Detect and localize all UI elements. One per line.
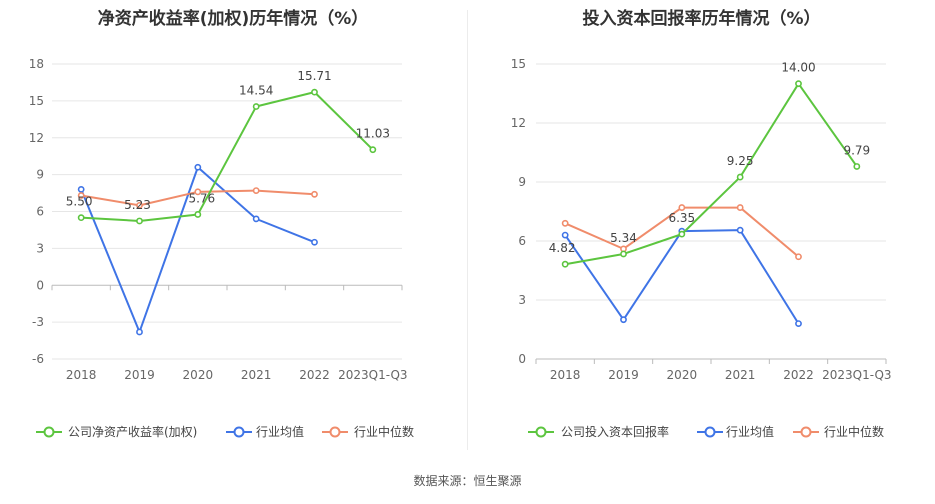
data-point-0 — [194, 211, 202, 218]
data-point-0 — [311, 88, 318, 96]
data-point-0 — [853, 163, 861, 170]
x-tick-label: 2018 — [550, 368, 581, 382]
y-tick-label: 15 — [29, 94, 44, 108]
data-point-2 — [252, 187, 260, 195]
x-tick-label: 2021 — [241, 368, 272, 382]
data-point-0 — [77, 214, 85, 222]
roe-chart-title: 净资产收益率(加权)历年情况（%） — [97, 9, 369, 29]
x-tick-label: 2018 — [66, 368, 97, 382]
x-tick-label: 2019 — [124, 368, 155, 382]
source-name: 恒生聚源 — [473, 474, 522, 488]
y-tick-label: 6 — [518, 234, 526, 248]
y-tick-label: 3 — [518, 293, 526, 307]
x-tick-label: 2022 — [299, 368, 330, 382]
data-point-2 — [678, 204, 686, 211]
y-tick-label: 0 — [518, 352, 526, 366]
data-point-1 — [311, 238, 318, 246]
legend-label: 公司投入资本回报率 — [561, 424, 669, 439]
legend-label: 行业均值 — [726, 424, 774, 439]
legend-marker — [535, 426, 547, 438]
y-tick-label: -6 — [32, 352, 44, 366]
y-tick-label: 9 — [36, 168, 44, 182]
data-source-footer: 数据来源：恒生聚源 — [0, 472, 935, 489]
series-line-0 — [564, 82, 858, 266]
data-point-0 — [561, 260, 569, 268]
x-tick-label: 2023Q1-Q3 — [822, 368, 891, 382]
y-tick-label: -3 — [32, 315, 44, 329]
y-tick-label: 15 — [511, 57, 526, 71]
panel-divider — [467, 10, 468, 450]
series-line-1 — [564, 229, 800, 325]
x-tick-label: 2020 — [667, 368, 698, 382]
legend-label: 行业均值 — [256, 424, 304, 439]
roe-chart: -6 -3 0 3 6 9 12 15 18 2018 2019 2020 2021 2022 2023Q1… — [29, 57, 414, 439]
data-point-1 — [252, 215, 260, 223]
x-tick-label: 2019 — [608, 368, 639, 382]
data-point-1 — [620, 316, 627, 324]
data-label: 14.54 — [239, 84, 273, 98]
legend-marker — [704, 426, 716, 438]
data-point-1 — [561, 231, 569, 239]
legend-marker — [800, 426, 812, 438]
x-tick-label: 2020 — [183, 368, 214, 382]
legend-label: 行业中位数 — [824, 424, 884, 439]
legend-label: 公司净资产收益率(加权) — [68, 424, 197, 439]
roe-chart-panel: 净资产收益率(加权)历年情况（%） -6 -3 0 3 6 9 12 15 18 2018 2019… — [0, 0, 466, 460]
data-point-0 — [369, 146, 377, 154]
legend-marker — [233, 426, 245, 438]
data-point-2 — [561, 219, 569, 227]
data-point-1 — [194, 163, 202, 171]
data-label: 5.50 — [66, 195, 93, 209]
y-tick-label: 12 — [29, 131, 44, 145]
data-point-2 — [736, 204, 744, 211]
data-point-0 — [620, 250, 627, 258]
data-label: 5.34 — [610, 231, 637, 245]
roic-chart: 0 3 6 9 12 15 2018 2019 2020 2021 2022 2023Q1-Q3 4.8… — [511, 57, 892, 439]
data-point-0 — [252, 103, 260, 110]
x-tick-label: 2022 — [783, 368, 814, 382]
y-tick-label: 18 — [29, 57, 44, 71]
data-point-1 — [77, 185, 85, 193]
data-point-2 — [136, 201, 143, 209]
data-label: 4.82 — [549, 241, 576, 255]
data-point-0 — [795, 80, 802, 88]
data-label: 6.35 — [668, 211, 695, 225]
series-line-0 — [81, 91, 374, 222]
data-point-1 — [136, 328, 143, 336]
legend-label: 行业中位数 — [354, 424, 414, 439]
data-point-2 — [194, 188, 202, 196]
data-label: 14.00 — [781, 61, 815, 75]
data-point-0 — [678, 230, 686, 238]
data-point-1 — [795, 320, 802, 327]
y-tick-label: 12 — [511, 116, 526, 130]
source-label: 数据来源： — [413, 474, 474, 488]
legend-marker — [43, 426, 55, 438]
data-label: 5.23 — [124, 198, 151, 212]
data-point-1 — [736, 226, 744, 234]
data-label: 9.25 — [727, 154, 754, 168]
y-tick-label: 3 — [36, 241, 44, 255]
x-tick-label: 2021 — [725, 368, 756, 382]
y-tick-label: 0 — [36, 278, 44, 292]
x-tick-label: 2023Q1-Q3 — [338, 368, 407, 382]
y-tick-label: 6 — [36, 205, 44, 219]
data-label: 15.71 — [297, 69, 331, 83]
data-label: 5.76 — [188, 191, 215, 205]
data-point-0 — [736, 173, 744, 181]
data-point-2 — [77, 192, 85, 199]
legend-marker — [329, 426, 341, 438]
roic-chart-panel: 投入资本回报率历年情况（%） 0 3 6 9 12 15 2018 2019 2020 2021 2… — [468, 0, 935, 460]
data-point-2 — [795, 253, 802, 261]
roic-chart-title: 投入资本回报率历年情况（%） — [582, 9, 821, 29]
data-point-2 — [311, 190, 318, 198]
data-label: 11.03 — [356, 127, 390, 141]
y-tick-label: 9 — [518, 175, 526, 189]
data-point-0 — [136, 217, 143, 225]
data-label: 9.79 — [843, 143, 870, 157]
